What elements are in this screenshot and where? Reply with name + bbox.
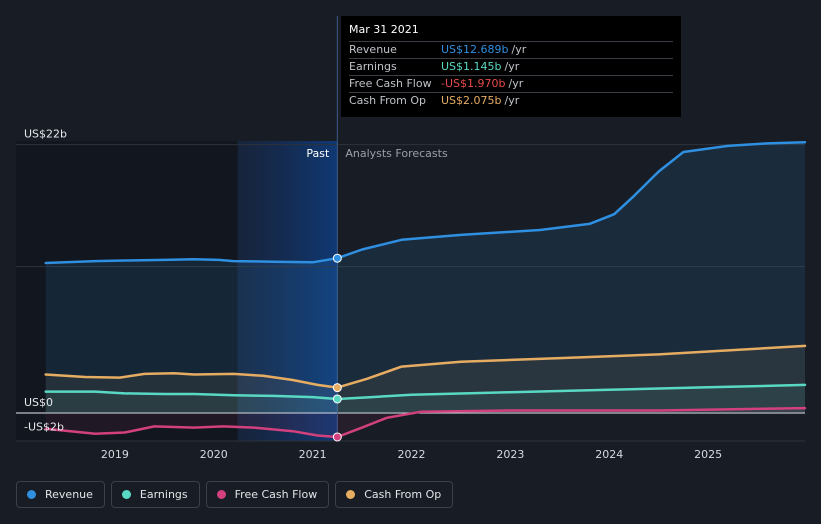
legend-dot-icon: [346, 490, 356, 499]
point-cash-from-op: [332, 383, 342, 393]
legend: Revenue Earnings Free Cash Flow Cash Fro…: [16, 481, 454, 508]
tooltip: Mar 31 2021 Revenue US$12.689b /yr Earni…: [341, 16, 681, 117]
series-line-earnings: [44, 383, 807, 401]
tooltip-unit: /yr: [504, 60, 520, 73]
tooltip-label: Revenue: [349, 43, 397, 56]
y-axis-label: -US$2b: [24, 420, 64, 433]
tooltip-row-cfo: Cash From Op US$2.075b /yr: [349, 92, 673, 109]
x-tick-label: 2022: [397, 448, 425, 461]
tooltip-row-earnings: Earnings US$1.145b /yr: [349, 58, 673, 75]
series-area-revenue: [45, 142, 805, 413]
series-area-earnings: [45, 384, 805, 413]
tooltip-unit: /yr: [504, 94, 520, 107]
legend-item-earnings[interactable]: Earnings: [110, 481, 200, 508]
series-line-cash-from-op: [44, 344, 807, 389]
point-earnings: [332, 394, 342, 404]
point-revenue: [332, 253, 342, 263]
tooltip-label: Cash From Op: [349, 94, 427, 107]
tooltip-value: US$1.145b: [441, 60, 502, 73]
legend-item-revenue[interactable]: Revenue: [16, 481, 105, 508]
tooltip-label: Earnings: [349, 60, 397, 73]
y-axis-label: US$0: [24, 396, 53, 409]
tooltip-row-fcf: Free Cash Flow -US$1.970b /yr: [349, 75, 673, 92]
legend-label: Cash From Op: [364, 488, 442, 501]
series-area-free-cash-flow: [45, 408, 805, 437]
past-label: Past: [306, 147, 330, 160]
series-line-revenue: [44, 140, 807, 265]
x-tick-label: 2024: [595, 448, 623, 461]
tooltip-date: Mar 31 2021: [349, 23, 419, 36]
x-tick-label: 2023: [496, 448, 524, 461]
tooltip-unit: /yr: [511, 43, 527, 56]
legend-dot-icon: [27, 490, 36, 499]
legend-dot-icon: [216, 490, 226, 499]
series-line-free-cash-flow: [44, 406, 807, 439]
y-axis-label: US$22b: [24, 128, 67, 141]
x-tick-label: 2019: [101, 448, 129, 461]
x-tick-label: 2021: [299, 448, 327, 461]
point-free-cash-flow: [332, 432, 342, 442]
legend-item-cash-from-op[interactable]: Cash From Op: [335, 481, 454, 508]
tooltip-value: US$2.075b: [441, 94, 502, 107]
tooltip-row-revenue: Revenue US$12.689b /yr: [349, 41, 673, 58]
tooltip-label: Free Cash Flow: [349, 77, 432, 90]
x-tick-label: 2020: [200, 448, 228, 461]
legend-label: Free Cash Flow: [234, 488, 318, 501]
tooltip-value: -US$1.970b: [441, 77, 506, 90]
past-region: [237, 141, 338, 441]
forecast-label: Analysts Forecasts: [345, 147, 448, 160]
tooltip-value: US$12.689b: [441, 43, 509, 56]
tooltip-unit: /yr: [508, 77, 524, 90]
legend-item-free-cash-flow[interactable]: Free Cash Flow: [205, 481, 330, 508]
legend-label: Revenue: [45, 488, 93, 501]
legend-dot-icon: [121, 490, 131, 499]
x-tick-label: 2025: [694, 448, 722, 461]
legend-label: Earnings: [139, 488, 188, 501]
